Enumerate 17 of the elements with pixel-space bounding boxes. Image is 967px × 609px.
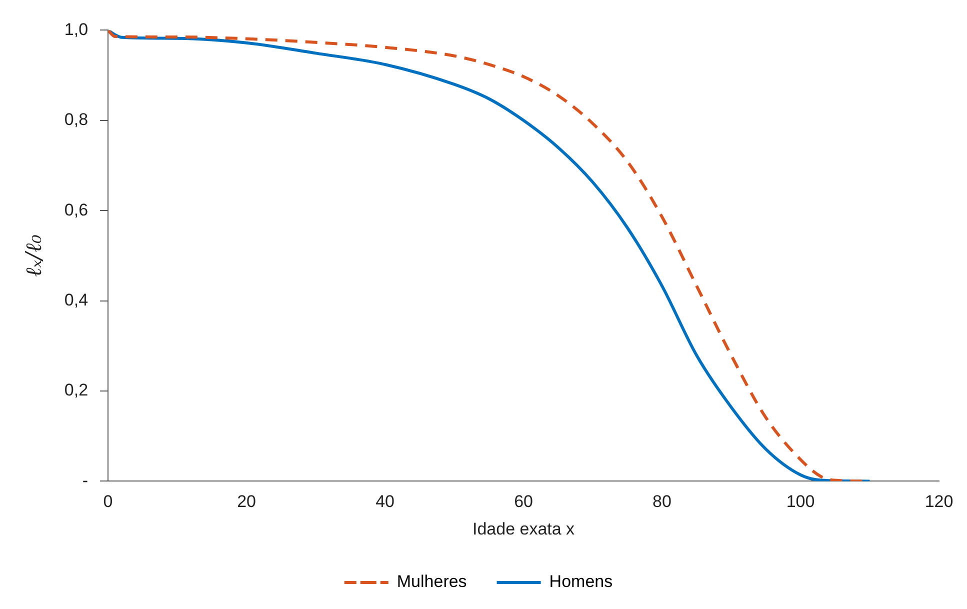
x-tick-label: 20 [237, 492, 256, 512]
legend-label: Homens [549, 572, 613, 592]
x-tick-label: 0 [103, 492, 113, 512]
x-tick-label: 100 [786, 492, 815, 512]
y-tick-label: 0,4 [64, 290, 88, 310]
y-tick-label: - [82, 470, 88, 490]
x-tick-label: 60 [514, 492, 533, 512]
y-tick-label: 0,8 [64, 110, 88, 130]
y-tick-label: 0,2 [64, 380, 88, 400]
legend-label: Mulheres [396, 572, 467, 592]
x-tick-label: 120 [924, 492, 954, 512]
x-axis-title: Idade exata x [472, 519, 576, 538]
x-tick-label: 40 [376, 492, 394, 512]
y-tick-label: 0,6 [64, 200, 88, 220]
y-tick-label: 1,0 [64, 20, 88, 39]
x-tick-label: 80 [652, 492, 672, 512]
y-axis-title: ℓₓ/ℓ₀ [22, 234, 47, 277]
